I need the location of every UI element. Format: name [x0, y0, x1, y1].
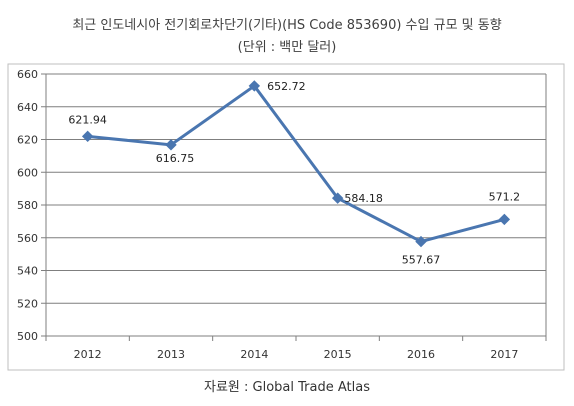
- data-point-marker: [248, 80, 261, 92]
- data-point-marker: [415, 235, 427, 248]
- data-point-marker: [81, 130, 94, 143]
- series-group: [81, 80, 511, 248]
- source-note: 자료원 : Global Trade Atlas: [204, 380, 370, 395]
- x-axis: 2012 2013 2014 2015 2016 2017: [45, 335, 547, 361]
- y-tick-label: 660: [17, 68, 38, 81]
- y-tick-label: 580: [17, 199, 38, 212]
- grid-lines: [46, 73, 547, 337]
- y-tick-label: 640: [17, 101, 38, 114]
- chart-border: [7, 63, 565, 371]
- y-tick-label: 600: [17, 166, 38, 179]
- y-tick-label: 540: [17, 265, 38, 278]
- x-tick-label: 2012: [74, 348, 102, 361]
- data-label: 584.18: [344, 192, 383, 205]
- data-labels: 621.94 616.75 652.72 584.18 557.67 571.2: [68, 80, 520, 267]
- data-label: 616.75: [156, 152, 195, 165]
- data-label: 652.72: [267, 80, 306, 93]
- data-point-marker: [331, 192, 344, 204]
- y-tick-label: 620: [17, 134, 38, 147]
- x-tick-label: 2016: [407, 348, 435, 361]
- chart-title: 최근 인도네시아 전기회로차단기(기타)(HS Code 853690) 수입 …: [72, 18, 502, 33]
- x-tick-label: 2015: [324, 348, 352, 361]
- data-point-marker: [498, 213, 511, 226]
- data-label: 621.94: [68, 113, 107, 126]
- series-line: [87, 84, 505, 244]
- data-label: 557.67: [402, 254, 441, 267]
- x-tick-label: 2017: [490, 348, 518, 361]
- y-tick-label: 500: [17, 330, 38, 343]
- data-point-marker: [165, 139, 177, 151]
- x-tick-label: 2014: [240, 348, 268, 361]
- y-axis: 500 520 540 560 580 600 620 640 660: [17, 68, 47, 343]
- y-tick-label: 560: [17, 232, 38, 245]
- chart-subtitle: (단위 : 백만 달러): [237, 40, 337, 55]
- data-label: 571.2: [489, 190, 521, 203]
- y-tick-label: 520: [17, 297, 38, 310]
- x-tick-label: 2013: [157, 348, 185, 361]
